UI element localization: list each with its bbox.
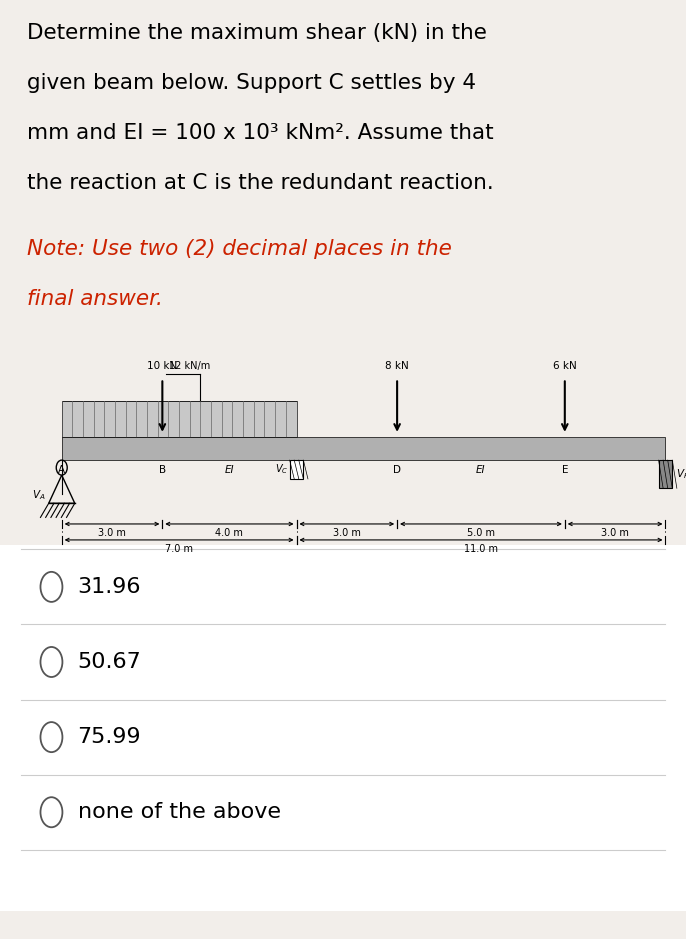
Text: none of the above: none of the above [78, 802, 281, 823]
Text: C: C [293, 465, 300, 475]
Text: $V_F$: $V_F$ [676, 468, 686, 481]
Text: 12 kN/m: 12 kN/m [169, 361, 211, 371]
Bar [62, 401, 296, 437]
Text: the reaction at C is the redundant reaction.: the reaction at C is the redundant react… [27, 173, 494, 192]
Text: 50.67: 50.67 [78, 652, 141, 672]
Text: 5.0 m: 5.0 m [467, 528, 495, 538]
Text: $V_A$: $V_A$ [32, 488, 45, 501]
Text: mm and EI = 100 x 10³ kNm². Assume that: mm and EI = 100 x 10³ kNm². Assume that [27, 123, 494, 143]
Text: 3.0 m: 3.0 m [98, 528, 126, 538]
Text: given beam below. Support C settles by 4: given beam below. Support C settles by 4 [27, 73, 477, 93]
Text: D: D [393, 465, 401, 475]
Text: 10 kN: 10 kN [147, 361, 178, 371]
Text: EI: EI [225, 465, 234, 475]
Text: 11.0 m: 11.0 m [464, 544, 498, 554]
Text: E: E [562, 465, 568, 475]
Bar [62, 437, 665, 460]
Text: 6 kN: 6 kN [553, 361, 577, 371]
Text: B: B [158, 465, 166, 475]
Text: final answer.: final answer. [27, 289, 163, 309]
Text: A: A [58, 465, 65, 475]
Bar [659, 460, 672, 488]
Text: Determine the maximum shear (kN) in the: Determine the maximum shear (kN) in the [27, 23, 487, 43]
Text: 3.0 m: 3.0 m [333, 528, 361, 538]
Text: $V_C$: $V_C$ [275, 463, 288, 476]
Text: 8 kN: 8 kN [386, 361, 409, 371]
Text: Note: Use two (2) decimal places in the: Note: Use two (2) decimal places in the [27, 239, 452, 259]
Text: 75.99: 75.99 [78, 727, 141, 747]
Bar [289, 460, 303, 479]
Text: F: F [663, 465, 668, 475]
Text: 4.0 m: 4.0 m [215, 528, 244, 538]
Text: 7.0 m: 7.0 m [165, 544, 193, 554]
Text: 3.0 m: 3.0 m [601, 528, 629, 538]
Text: EI: EI [476, 465, 486, 475]
Text: 31.96: 31.96 [78, 577, 141, 597]
Bar [0, 545, 686, 911]
